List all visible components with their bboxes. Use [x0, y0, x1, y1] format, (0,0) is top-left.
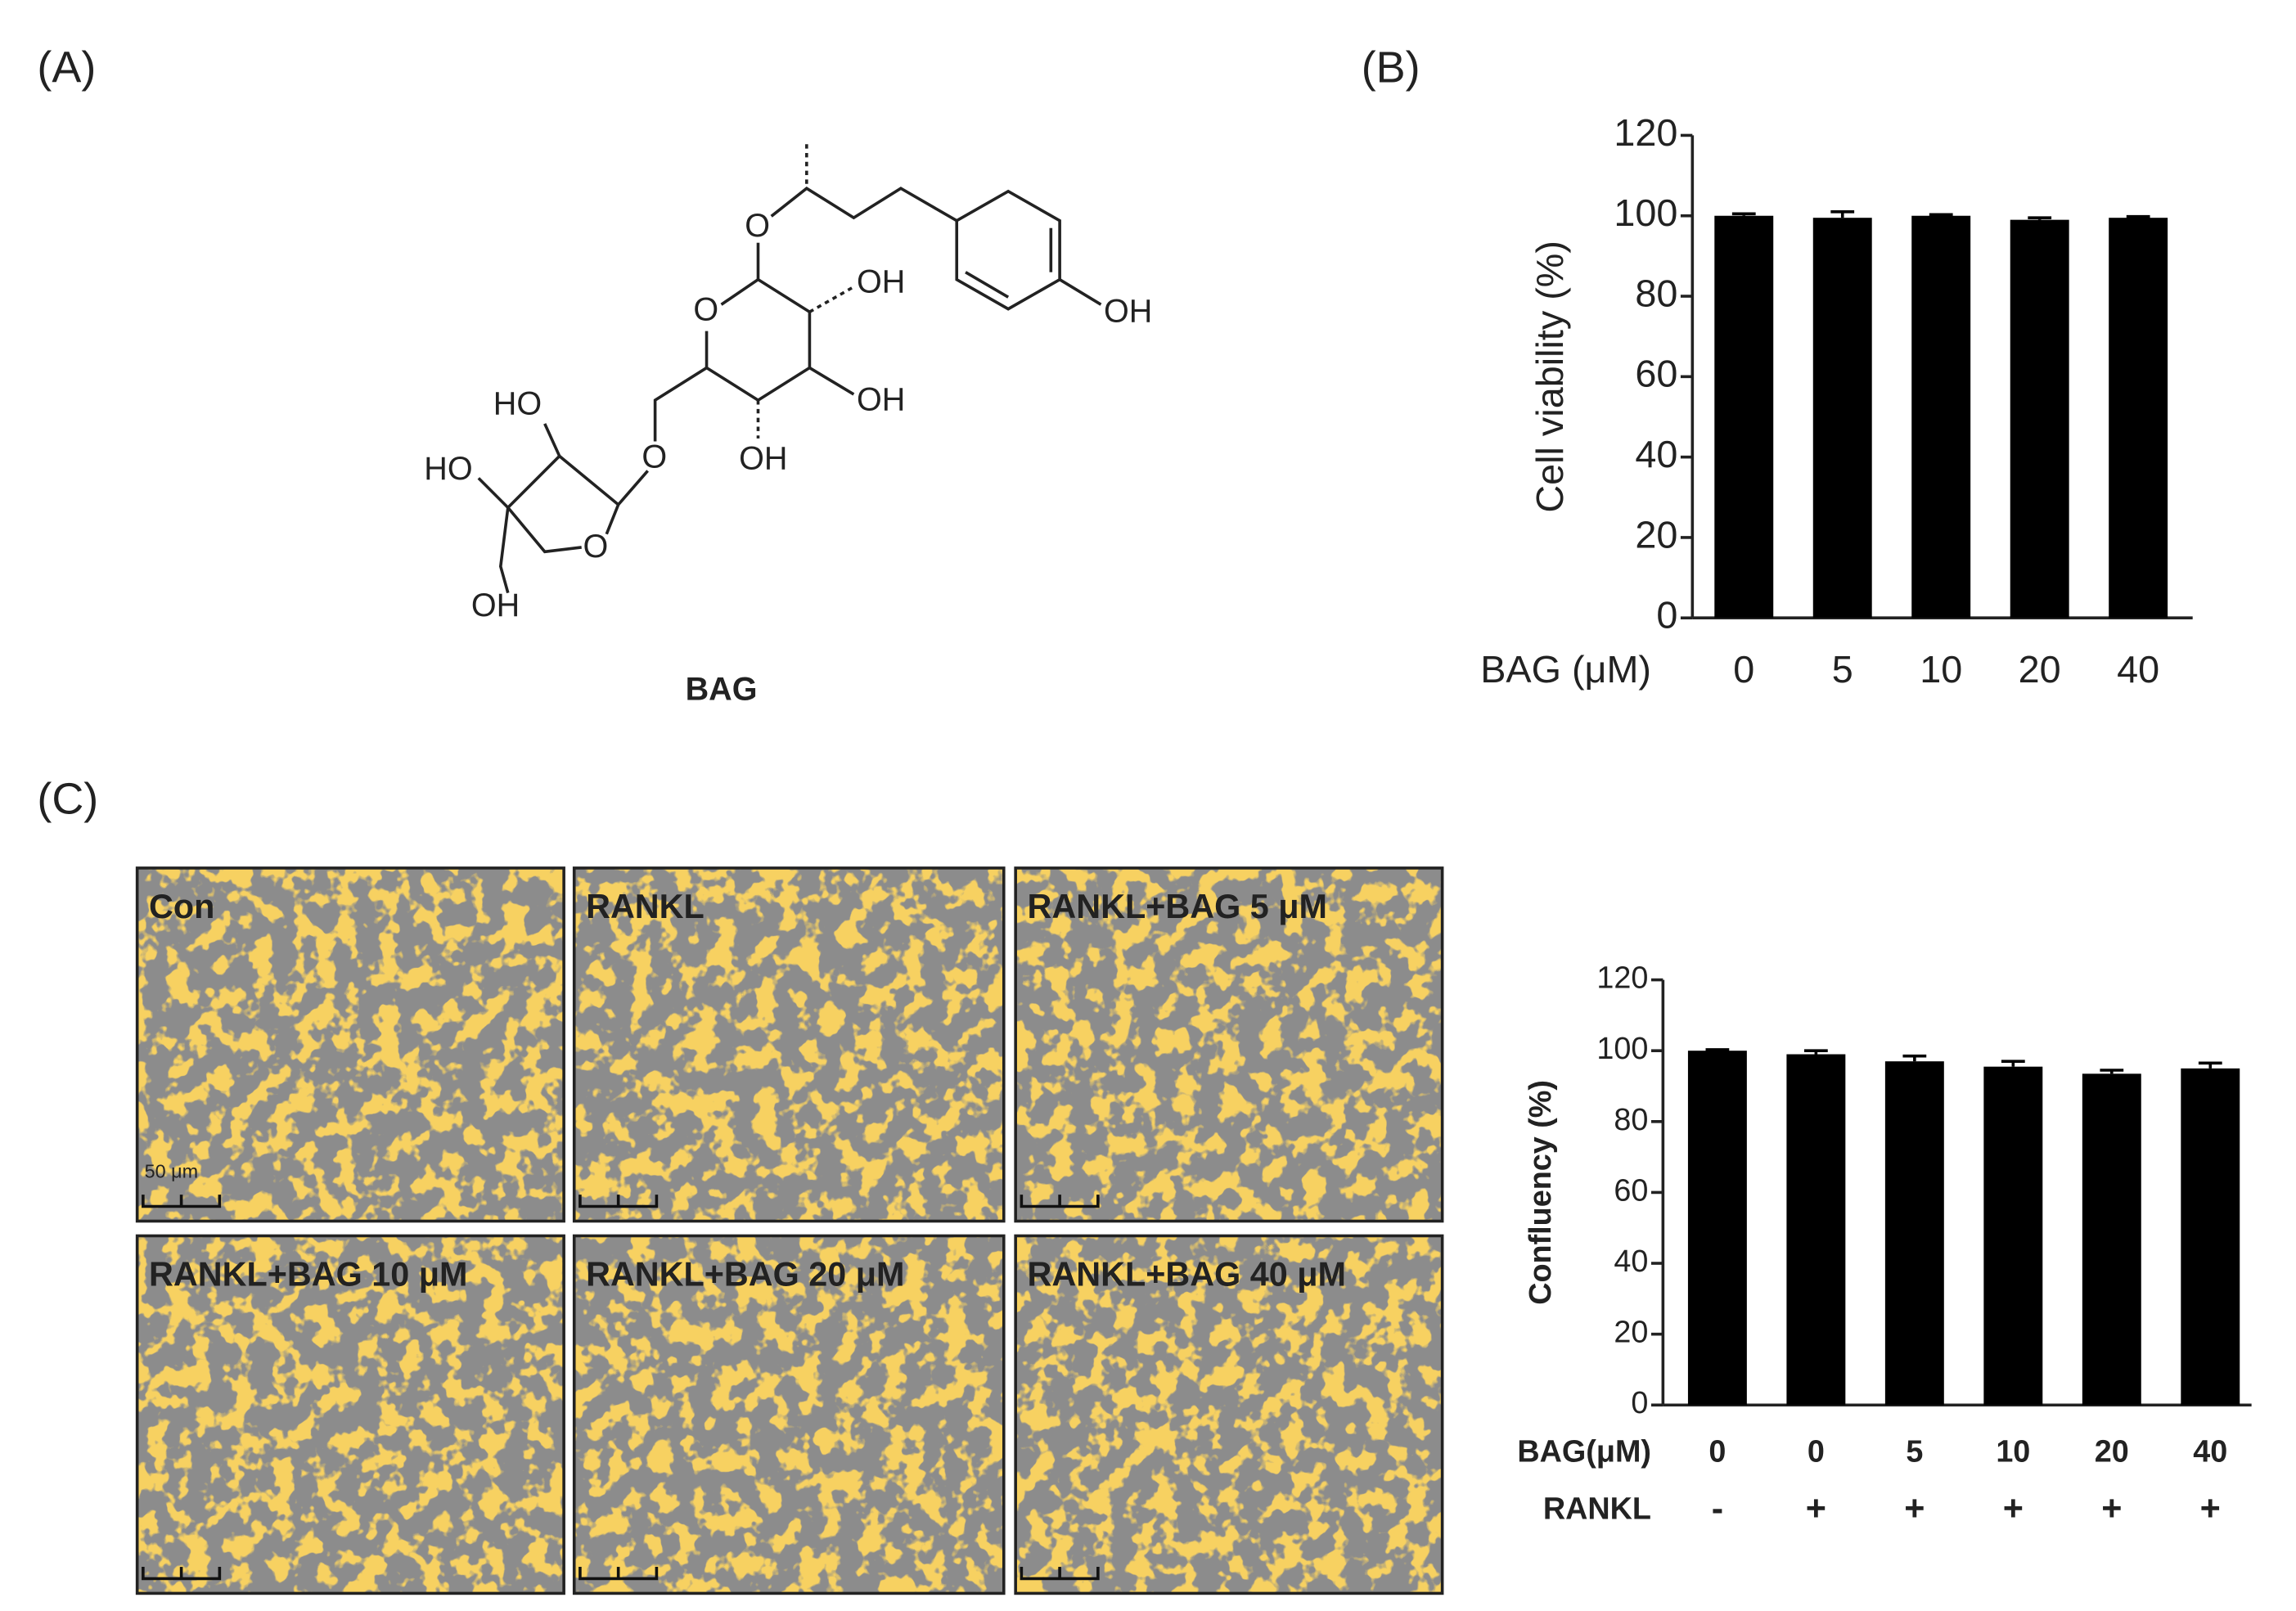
x-tick-label: 20: [2095, 1435, 2129, 1469]
micrograph-label: RANKL+BAG 20 μM: [586, 1256, 904, 1294]
bond: [543, 423, 561, 457]
y-tick-label: 0: [1631, 1386, 1648, 1420]
y-tick-label: 80: [1635, 272, 1677, 314]
chemical-structure: OH OH OH HO OH HO O O O O OH BAG: [424, 144, 1152, 708]
micrograph-label: RANKL+BAG 40 μM: [1028, 1256, 1346, 1294]
y-tick-label: 60: [1635, 353, 1677, 395]
bar: [2109, 218, 2168, 619]
ring: [955, 189, 1061, 311]
atom-label: O: [583, 529, 609, 565]
x-tick-label: +: [1806, 1489, 1826, 1528]
x-tick-label: 40: [2117, 648, 2159, 691]
x-tick-label: +: [2003, 1489, 2024, 1528]
bond: [1059, 278, 1102, 306]
y-axis-label: Confluency (%): [1524, 1080, 1558, 1305]
bond: [808, 286, 855, 313]
bond: [477, 477, 510, 509]
x-tick-label: +: [1904, 1489, 1925, 1528]
bar: [2010, 219, 2069, 619]
y-axis-label: Cell viability (%): [1528, 241, 1571, 513]
scale-bar-label: 50 μm: [145, 1160, 198, 1181]
bar: [1884, 1061, 1944, 1406]
x-tick-label: 10: [1920, 648, 1962, 691]
x-tick-label: 10: [1996, 1435, 2030, 1469]
micrograph-cells: [1015, 1235, 1443, 1594]
x-tick-label: 0: [1808, 1435, 1825, 1469]
micrograph-frame: [572, 1234, 1006, 1595]
bar: [1786, 1054, 1846, 1406]
bond: [808, 367, 855, 396]
micrograph-cells: [137, 1235, 565, 1594]
atom-label: O: [693, 292, 718, 328]
micrograph-cells: [1015, 867, 1443, 1222]
bar: [1687, 1051, 1747, 1406]
micrograph-frame: [572, 866, 1006, 1223]
micrograph-frame: [1014, 866, 1444, 1223]
micrograph-label: RANKL+BAG 5 μM: [1028, 888, 1327, 925]
atom-label: O: [642, 439, 667, 475]
y-tick-label: 60: [1614, 1173, 1648, 1208]
atom-label: HO: [424, 451, 472, 487]
x-tick-label: 0: [1708, 1435, 1726, 1469]
x-tick-label: 40: [2193, 1435, 2227, 1469]
atom-label: OH: [1104, 293, 1152, 329]
atom-label: HO: [493, 386, 542, 422]
bar: [1911, 215, 1971, 619]
x-axis-label: RANKL: [1543, 1492, 1651, 1527]
atom-label: OH: [857, 381, 905, 417]
x-axis-label: BAG(μM): [1517, 1435, 1651, 1469]
x-tick-label: 20: [2019, 648, 2061, 691]
x-tick-label: 0: [1733, 648, 1754, 691]
ring: [705, 277, 812, 403]
micrograph-cells: [574, 867, 1004, 1222]
bar: [2082, 1073, 2141, 1406]
y-tick-label: 80: [1614, 1103, 1648, 1137]
bar: [1983, 1066, 2043, 1406]
bar: [2181, 1068, 2240, 1406]
atom-label: OH: [471, 587, 520, 623]
x-tick-label: 5: [1832, 648, 1853, 691]
bar: [1714, 215, 1774, 619]
ring: [506, 454, 649, 554]
x-axis-label: BAG (μM): [1480, 648, 1651, 691]
atom-label: O: [745, 208, 770, 244]
panel-label: (A): [37, 43, 96, 92]
micrograph-label: RANKL: [586, 888, 705, 925]
y-tick-label: 0: [1656, 594, 1677, 637]
panel-label: (C): [37, 774, 98, 823]
x-tick-label: +: [2200, 1489, 2221, 1528]
bar: [1812, 218, 1872, 619]
micrograph-label: RANKL+BAG 10 μM: [149, 1256, 467, 1294]
micrograph-frame: [135, 866, 565, 1223]
micrograph-frame: [135, 1234, 565, 1595]
bond: [965, 271, 1010, 299]
panel-label: (B): [1362, 43, 1420, 92]
micrograph-frame: [1014, 1234, 1444, 1595]
y-tick-label: 100: [1614, 191, 1677, 234]
atom-label: OH: [739, 440, 787, 476]
micrograph-label: Con: [149, 888, 214, 925]
bond: [653, 367, 708, 442]
bond: [605, 504, 620, 535]
bond: [770, 186, 958, 223]
y-tick-label: 100: [1596, 1032, 1648, 1066]
micrographs: Con RANKL RANKL+BAG 5 μM RANKL+BAG 10 μM RAN…: [135, 866, 1444, 1595]
bond: [498, 507, 510, 594]
micrograph-cells: [574, 1235, 1004, 1594]
x-tick-label: -: [1712, 1489, 1723, 1528]
compound-name: BAG: [686, 672, 758, 708]
y-tick-label: 40: [1635, 433, 1677, 475]
x-tick-label: 5: [1906, 1435, 1923, 1469]
y-tick-label: 20: [1635, 513, 1677, 556]
y-tick-label: 20: [1614, 1316, 1648, 1350]
y-tick-label: 40: [1614, 1244, 1648, 1279]
x-tick-label: +: [2101, 1489, 2122, 1528]
y-tick-label: 120: [1614, 111, 1677, 154]
micrograph-cells: [137, 867, 565, 1222]
atom-label: OH: [857, 264, 905, 300]
y-tick-label: 120: [1596, 961, 1648, 996]
